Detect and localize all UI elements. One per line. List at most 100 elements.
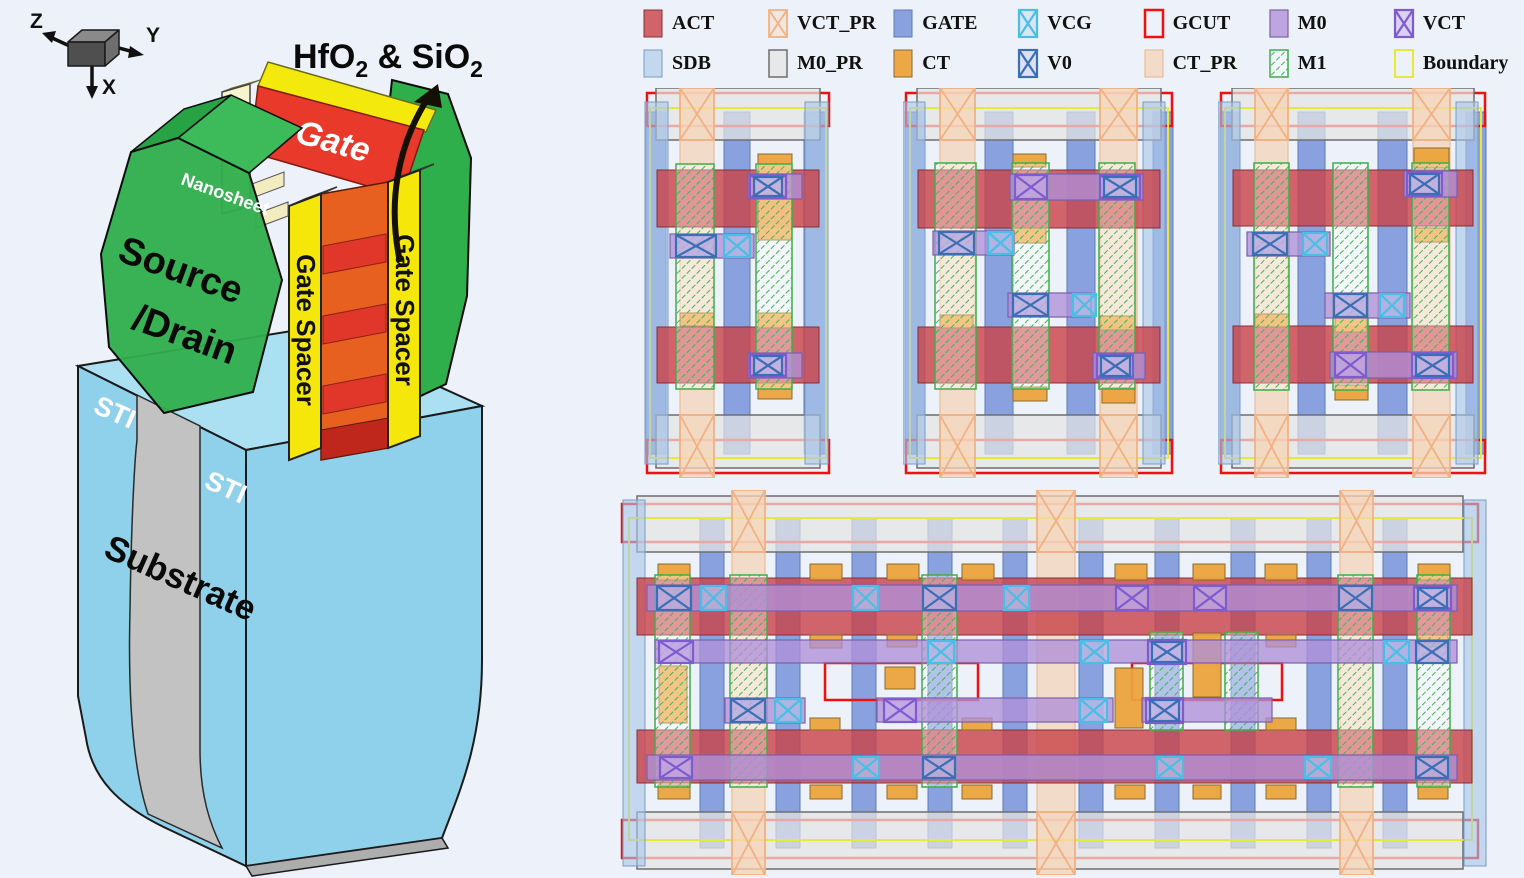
vct_pr-cross-icon bbox=[939, 88, 976, 141]
layer-rect-m0 bbox=[1269, 8, 1289, 38]
v0-cross-icon bbox=[1415, 640, 1449, 664]
layer-rect-sdb bbox=[1463, 499, 1487, 867]
layer-rect-gate bbox=[1002, 517, 1028, 849]
v0-cross-icon bbox=[1149, 699, 1180, 722]
legend-item-ct: CT bbox=[892, 46, 1013, 80]
layer-rect-ct_pr bbox=[1144, 49, 1164, 77]
layer-rect-sdb bbox=[622, 499, 646, 867]
layer-rect-gate bbox=[723, 111, 751, 455]
layer-rect-gate bbox=[1066, 111, 1096, 455]
layer-rect-gate bbox=[775, 517, 801, 849]
vcg-cross-icon bbox=[1003, 585, 1030, 611]
layer-rect-m1 bbox=[1011, 162, 1050, 390]
legend-label: VCG bbox=[1047, 11, 1092, 34]
layer-rect-ct bbox=[1265, 784, 1297, 800]
layer-rect-ct bbox=[809, 563, 843, 581]
layer-rect-gate bbox=[699, 517, 725, 849]
legend-item-act: ACT bbox=[642, 6, 763, 40]
v0-cross-icon bbox=[1012, 293, 1049, 317]
layer-rect-m1 bbox=[1268, 48, 1289, 78]
vct_pr-cross-icon bbox=[1339, 811, 1374, 875]
legend-item-v0: V0 bbox=[1017, 46, 1138, 80]
layer-rect-gate bbox=[851, 517, 877, 849]
layer-rect-act bbox=[643, 9, 663, 37]
layer-rect-m1 bbox=[755, 163, 793, 390]
layer-rect-gate bbox=[1377, 111, 1408, 455]
vcg-cross-icon bbox=[723, 234, 751, 258]
vcg-cross-icon bbox=[774, 698, 802, 723]
vct-cross-icon bbox=[658, 640, 694, 664]
legend-label: VCT_PR bbox=[797, 11, 877, 34]
vcg-cross-icon bbox=[1302, 232, 1328, 256]
v0-cross-icon bbox=[1333, 293, 1368, 318]
legend-item-ct_pr: CT_PR bbox=[1143, 46, 1264, 80]
v0-cross-icon bbox=[753, 355, 783, 376]
v0-cross-icon bbox=[1018, 48, 1039, 78]
oxide-annotation: HfO2 & SiO2 bbox=[293, 38, 483, 263]
v0-cross-icon bbox=[1151, 641, 1183, 663]
layer-rect-gate bbox=[1297, 111, 1326, 455]
vct-swatch-icon bbox=[1393, 8, 1414, 38]
vct_pr-cross-icon bbox=[1254, 414, 1289, 478]
vcg-cross-icon bbox=[1383, 640, 1410, 664]
vct_pr-cross-icon bbox=[1099, 414, 1138, 478]
layer-rect-gate bbox=[893, 9, 913, 37]
layer-rect-boundary bbox=[1393, 48, 1414, 78]
v0-cross-icon bbox=[1338, 585, 1373, 611]
legend-item-vct: VCT bbox=[1393, 6, 1514, 40]
vct_pr-cross-icon bbox=[1099, 88, 1138, 141]
gate-recess bbox=[320, 181, 389, 461]
layout-cell-3 bbox=[1218, 88, 1488, 478]
legend-label: M1 bbox=[1297, 51, 1327, 74]
axis-x-label: X bbox=[102, 76, 116, 99]
v0-cross-icon bbox=[1409, 173, 1440, 195]
layer-rect-ct bbox=[884, 666, 916, 690]
vcg-cross-icon bbox=[1080, 640, 1109, 664]
legend-item-vct_pr: VCT_PR bbox=[767, 6, 888, 40]
axis-y-label: Y bbox=[146, 24, 160, 47]
legend-item-m1: M1 bbox=[1268, 46, 1389, 80]
layer-rect-m0 bbox=[646, 754, 1458, 781]
legend-label: M0_PR bbox=[797, 51, 863, 74]
layer-rect-sdb bbox=[1218, 101, 1241, 465]
legend-item-m0pr: M0_PR bbox=[767, 46, 888, 80]
sdb-swatch-icon bbox=[643, 49, 663, 77]
layer-rect-gate bbox=[984, 111, 1014, 455]
vcg-cross-icon bbox=[1379, 293, 1405, 318]
nanosheet-3d-figure: STI STI Substrate Gate Gate Spacer bbox=[30, 10, 486, 877]
layer-rect-sdb bbox=[903, 101, 926, 465]
vct_pr-cross-icon bbox=[1254, 88, 1289, 141]
vcg-cross-icon bbox=[927, 640, 955, 664]
layer-rect-ct bbox=[1114, 667, 1144, 729]
legend-item-m0: M0 bbox=[1268, 6, 1389, 40]
substrate-fin-face bbox=[128, 393, 224, 850]
layer-rect-m0 bbox=[646, 584, 1458, 612]
layer-rect-ct bbox=[809, 717, 841, 731]
v0-cross-icon bbox=[753, 176, 783, 197]
layer-rect-m1 bbox=[1098, 162, 1136, 390]
legend-label: V0 bbox=[1047, 51, 1072, 74]
v0-cross-icon bbox=[1415, 756, 1449, 779]
m0pr-swatch-icon bbox=[768, 48, 788, 78]
gate-spacer-left: Gate Spacer bbox=[288, 186, 338, 462]
vcg-swatch-icon bbox=[1018, 8, 1039, 38]
vct_pr-cross-icon bbox=[1412, 414, 1451, 478]
vcg-cross-icon bbox=[1079, 698, 1108, 723]
layer-rect-sdb bbox=[804, 101, 829, 465]
vct-cross-icon bbox=[659, 756, 693, 779]
layer-rect-ct bbox=[809, 784, 843, 800]
vct_pr-cross-icon bbox=[679, 414, 715, 478]
layer-rect-ct bbox=[1264, 563, 1298, 581]
vcg-cross-icon bbox=[1156, 756, 1184, 779]
v0-cross-icon bbox=[1252, 232, 1288, 256]
layer-rect-ct bbox=[1265, 717, 1297, 731]
legend-label: VCT bbox=[1422, 11, 1466, 34]
v0-cross-icon bbox=[1103, 176, 1137, 198]
vcg-cross-icon bbox=[852, 756, 880, 779]
legend-item-gcut: GCUT bbox=[1143, 6, 1264, 40]
legend-label: GCUT bbox=[1172, 11, 1231, 34]
layer-rect-sdb bbox=[1455, 101, 1479, 465]
layer-rect-ct bbox=[961, 563, 995, 581]
layer-rect-ct bbox=[1114, 563, 1148, 581]
